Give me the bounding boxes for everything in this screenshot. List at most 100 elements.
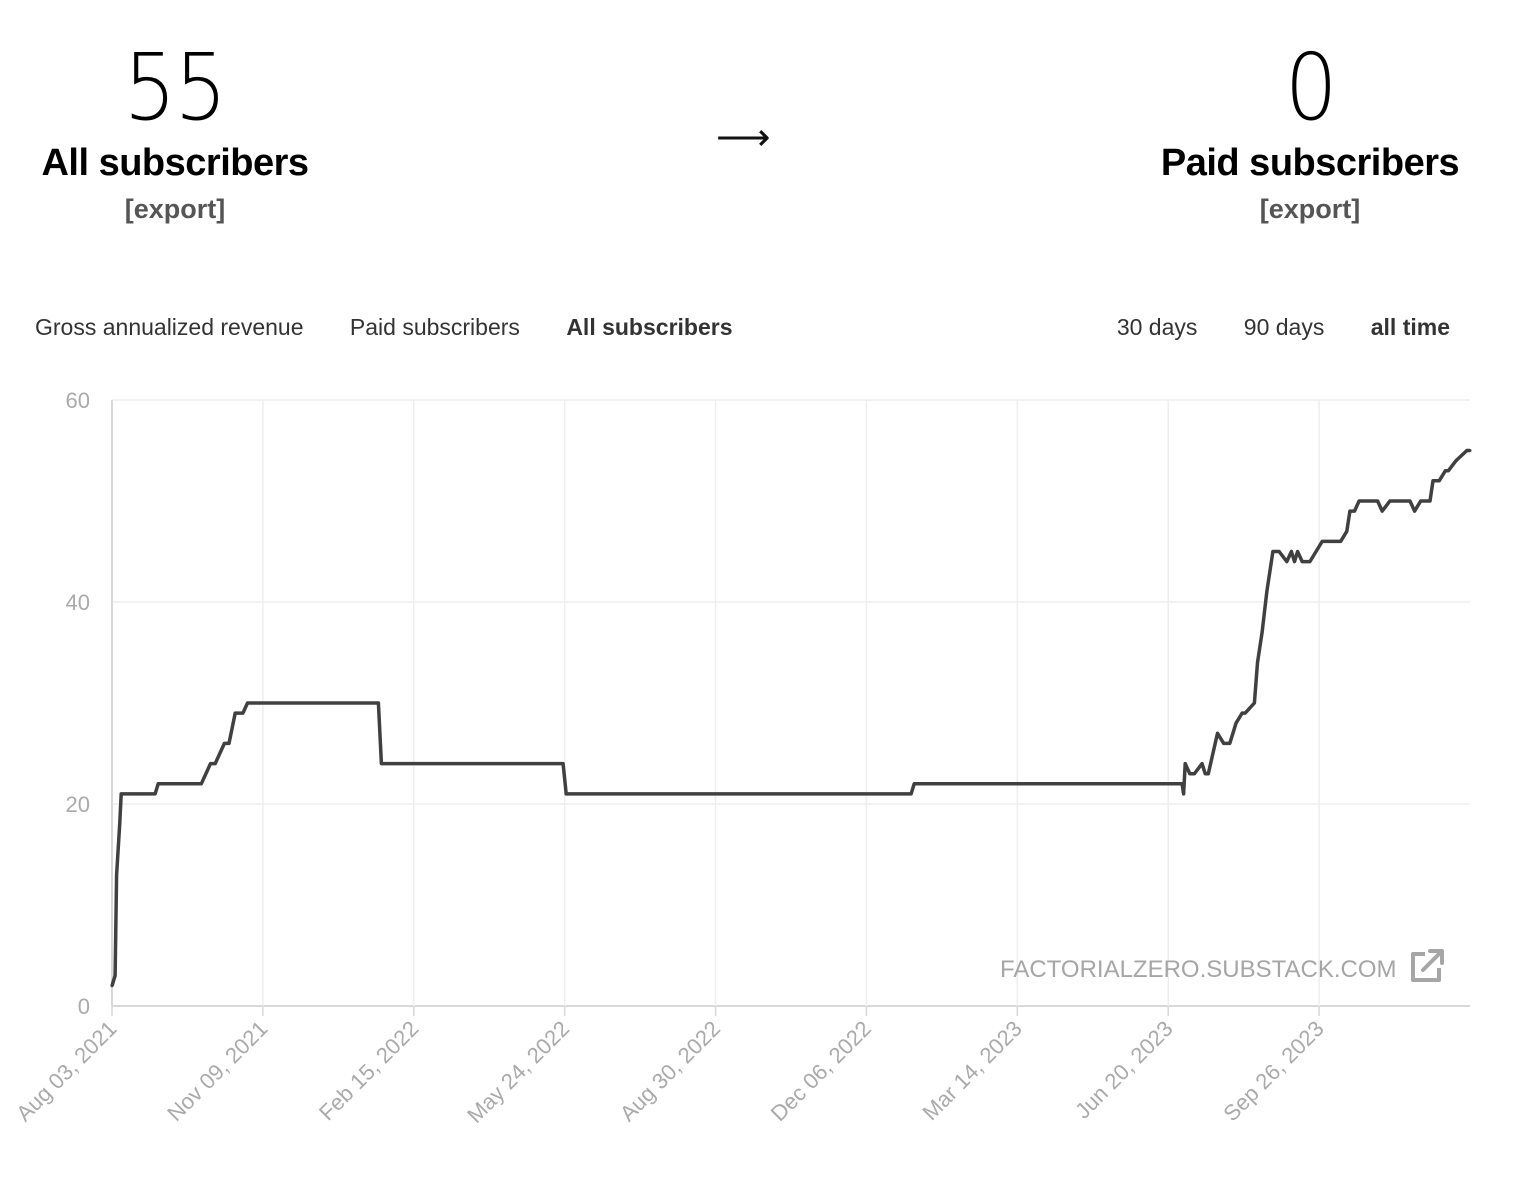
data-point xyxy=(1380,509,1384,513)
data-point xyxy=(1408,499,1412,503)
export-all-subscribers-link[interactable]: [export] xyxy=(124,194,226,224)
data-point xyxy=(1345,529,1349,533)
data-point xyxy=(1260,630,1264,634)
x-tick-label: Jun 20, 2023 xyxy=(1070,1016,1178,1124)
x-tick-label: Sep 26, 2023 xyxy=(1218,1016,1328,1126)
series-line xyxy=(110,448,1470,987)
data-point xyxy=(156,782,160,786)
data-point xyxy=(1437,479,1441,483)
data-point xyxy=(1465,449,1469,452)
data-point xyxy=(1182,792,1186,796)
data-point xyxy=(1240,711,1244,715)
arrow-icon: ⟶ xyxy=(716,117,771,159)
data-point xyxy=(1252,701,1256,705)
data-point xyxy=(1388,499,1392,503)
data-point xyxy=(1265,590,1269,594)
data-point xyxy=(561,762,565,766)
data-point xyxy=(1454,459,1458,463)
data-point xyxy=(1216,731,1219,735)
data-point xyxy=(912,782,916,786)
external-link-icon xyxy=(1407,946,1447,993)
data-point xyxy=(1428,499,1432,503)
all-subscribers-count: 55 xyxy=(124,34,228,141)
data-point xyxy=(1192,772,1196,776)
data-point xyxy=(209,762,212,766)
substack-watermark-link[interactable]: FACTORIALZERO.SUBSTACK.COM xyxy=(1000,946,1447,993)
x-tick-label: Aug 03, 2021 xyxy=(11,1016,121,1126)
tab-paid-subscribers[interactable]: Paid subscribers xyxy=(349,314,520,340)
data-point xyxy=(1206,772,1210,776)
data-point xyxy=(1303,560,1307,564)
data-point xyxy=(241,711,245,715)
data-point xyxy=(1353,509,1356,513)
data-point xyxy=(1320,539,1324,543)
data-point xyxy=(1285,560,1289,564)
y-tick-label: 20 xyxy=(66,792,90,817)
data-point xyxy=(1446,469,1450,473)
data-point xyxy=(1300,560,1304,564)
tab-gross-annualized-revenue[interactable]: Gross annualized revenue xyxy=(35,314,304,340)
data-point xyxy=(1203,772,1207,776)
export-paid-subscribers-link[interactable]: [export] xyxy=(1259,194,1361,224)
data-point xyxy=(1308,560,1312,564)
data-point xyxy=(379,762,383,766)
data-point xyxy=(1200,762,1204,766)
data-point xyxy=(1180,782,1184,786)
data-point xyxy=(213,762,217,766)
paid-subscribers-stat: 0 Paid subscribers [export] xyxy=(1130,40,1490,225)
watermark-text: FACTORIALZERO.SUBSTACK.COM xyxy=(1000,955,1397,983)
data-point xyxy=(1328,539,1332,543)
y-tick-label: 40 xyxy=(66,590,90,615)
data-point xyxy=(1431,479,1435,483)
data-point xyxy=(1293,560,1296,564)
range-tabs: 30 days 90 days all time xyxy=(1077,314,1450,341)
data-point xyxy=(1234,721,1238,725)
data-point xyxy=(1468,449,1472,452)
tab-30-days[interactable]: 30 days xyxy=(1116,314,1198,340)
data-point xyxy=(246,701,249,705)
data-point xyxy=(153,792,157,796)
x-tick-label: Aug 30, 2022 xyxy=(615,1016,725,1126)
data-point xyxy=(564,792,568,796)
subscribers-line-chart: 0 20 40 60 Aug 03, 2021 Nov 09, 2021 Feb 15, 2… xyxy=(11,388,1472,1128)
data-point xyxy=(222,741,226,745)
data-point xyxy=(1348,509,1352,513)
data-point xyxy=(115,873,119,877)
y-tick-label: 60 xyxy=(66,388,90,413)
data-point xyxy=(1188,772,1192,776)
data-point xyxy=(1274,550,1278,553)
tab-all-time[interactable]: all time xyxy=(1370,314,1450,340)
data-point xyxy=(1339,539,1343,543)
data-point xyxy=(1296,550,1300,553)
data-point xyxy=(121,792,125,796)
data-point xyxy=(376,701,380,705)
data-point xyxy=(233,711,237,715)
tab-all-subscribers[interactable]: All subscribers xyxy=(566,314,733,340)
data-point xyxy=(1289,550,1293,553)
data-point xyxy=(136,792,140,796)
paid-subscribers-count: 0 xyxy=(1284,34,1338,141)
data-point xyxy=(1228,741,1232,745)
data-point xyxy=(1357,499,1361,503)
data-point xyxy=(1371,499,1375,503)
data-point xyxy=(1183,762,1187,766)
metric-tabs: Gross annualized revenue Paid subscriber… xyxy=(35,314,773,341)
data-point xyxy=(909,792,913,796)
all-subscribers-label: All subscribers xyxy=(41,142,309,184)
data-point xyxy=(113,974,117,978)
data-point xyxy=(118,822,122,826)
data-point xyxy=(227,741,231,745)
data-point xyxy=(1277,550,1281,553)
x-tick-label: Nov 09, 2021 xyxy=(162,1016,272,1126)
data-point xyxy=(1256,661,1259,665)
data-point xyxy=(1222,741,1226,745)
data-point xyxy=(1211,752,1215,755)
paid-subscribers-label: Paid subscribers xyxy=(1160,142,1460,184)
x-tick-label: Dec 06, 2022 xyxy=(766,1016,876,1126)
x-tick-label: Mar 14, 2023 xyxy=(918,1016,1027,1125)
data-point xyxy=(195,782,199,786)
tab-90-days[interactable]: 90 days xyxy=(1243,314,1325,340)
y-tick-label: 0 xyxy=(78,994,90,1019)
x-tick-label: Feb 15, 2022 xyxy=(314,1016,423,1125)
data-point xyxy=(1443,469,1447,473)
